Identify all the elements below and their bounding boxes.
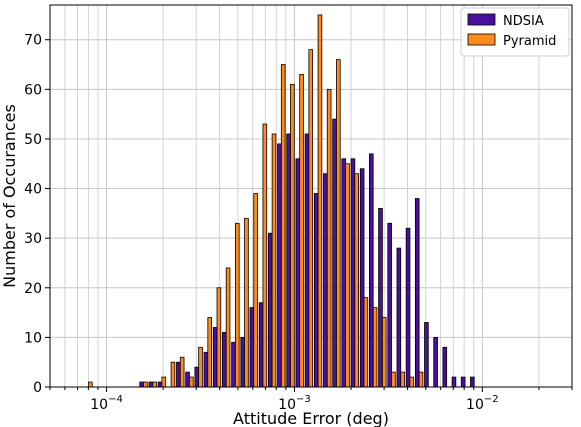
- bar-pyramid: [280, 64, 286, 388]
- bar-pyramid: [354, 173, 359, 388]
- bar-ndsia: [470, 376, 475, 388]
- bar-ndsia: [451, 376, 457, 388]
- bar-ndsia: [240, 336, 245, 388]
- bar-pyramid: [299, 74, 304, 388]
- legend-label-pyramid: Pyramid: [503, 34, 556, 49]
- legend-swatch-ndsia: [467, 13, 496, 26]
- y-tick-label: 60: [24, 82, 42, 98]
- bar-pyramid: [244, 217, 249, 388]
- bar-ndsia: [222, 332, 227, 388]
- bar-ndsia: [249, 307, 255, 388]
- bar-ndsia: [405, 227, 411, 388]
- bar-ndsia: [433, 336, 438, 388]
- bar-pyramid: [391, 371, 396, 388]
- bar-pyramid: [262, 123, 268, 388]
- bar-ndsia: [277, 143, 282, 388]
- y-axis-label: Number of Occurances: [0, 104, 19, 288]
- x-tick-label: 10−3: [278, 394, 311, 413]
- bar-ndsia: [442, 346, 448, 388]
- bar-pyramid: [161, 376, 167, 388]
- legend: NDSIA Pyramid: [460, 7, 570, 57]
- bar-ndsia: [341, 158, 347, 388]
- bar-pyramid: [317, 14, 323, 388]
- bar-pyramid: [336, 59, 341, 388]
- bar-pyramid: [418, 371, 424, 388]
- y-tick-label: 30: [24, 231, 42, 247]
- bar-pyramid: [290, 83, 295, 388]
- bar-pyramid: [409, 376, 415, 388]
- y-tick-label: 20: [24, 281, 42, 297]
- bar-ndsia: [212, 327, 218, 388]
- bar-ndsia: [231, 341, 236, 388]
- bar-pyramid: [363, 297, 369, 388]
- bar-ndsia: [258, 302, 264, 388]
- bar-ndsia: [148, 381, 154, 388]
- legend-swatch-pyramid: [467, 33, 496, 46]
- bar-ndsia: [286, 133, 291, 388]
- bar-ndsia: [396, 247, 402, 388]
- bar-pyramid: [345, 163, 350, 388]
- bar-ndsia: [350, 158, 356, 388]
- y-tick-label: 10: [24, 330, 42, 346]
- ticks: 0 10 20 30 40 50 60 70 10−4 10−3 10−2: [24, 33, 573, 413]
- bar-ndsia: [414, 198, 420, 388]
- bar-ndsia: [359, 168, 365, 388]
- bar-ndsia: [332, 118, 337, 388]
- bar-ndsia: [424, 322, 429, 388]
- bar-ndsia: [369, 153, 374, 388]
- bar-ndsia: [185, 371, 190, 388]
- bar-pyramid: [225, 267, 231, 388]
- x-axis-label: Attitude Error (deg): [233, 409, 389, 427]
- plot-frame: [49, 4, 573, 388]
- bar-ndsia: [203, 351, 209, 388]
- bar-ndsia: [304, 133, 310, 388]
- bar-pyramid: [400, 371, 405, 388]
- bar-pyramid: [143, 381, 148, 388]
- bar-ndsia: [378, 208, 383, 388]
- bar-ndsia: [139, 381, 144, 388]
- bar-pyramid: [381, 317, 387, 388]
- bar-pyramid: [372, 307, 378, 388]
- bar-pyramid: [189, 376, 194, 388]
- bar-ndsia: [176, 361, 181, 388]
- bar-ndsia: [194, 366, 200, 388]
- bar-pyramid: [152, 381, 157, 388]
- x-tick-label: 10−4: [90, 394, 123, 413]
- bars: [88, 14, 475, 388]
- bar-pyramid: [234, 222, 240, 388]
- bar-pyramid: [253, 193, 258, 388]
- y-tick-label: 50: [24, 132, 42, 148]
- bar-ndsia: [387, 222, 392, 388]
- bar-pyramid: [88, 381, 93, 388]
- x-tick-label: 10−2: [466, 394, 499, 413]
- y-tick-label: 40: [24, 182, 42, 198]
- bar-ndsia: [460, 376, 466, 388]
- bar-ndsia: [157, 381, 163, 388]
- y-tick-label: 0: [33, 380, 42, 396]
- bar-pyramid: [198, 346, 203, 388]
- bar-ndsia: [267, 232, 273, 388]
- bar-pyramid: [308, 49, 314, 388]
- bar-pyramid: [271, 133, 277, 388]
- y-tick-label: 70: [24, 33, 42, 49]
- bar-ndsia: [313, 193, 319, 388]
- legend-label-ndsia: NDSIA: [503, 14, 544, 29]
- bar-pyramid: [216, 287, 222, 388]
- bar-pyramid: [326, 88, 332, 388]
- bar-pyramid: [179, 356, 185, 388]
- bar-pyramid: [170, 361, 176, 388]
- bar-pyramid: [207, 317, 212, 388]
- bar-ndsia: [323, 173, 328, 388]
- bar-ndsia: [295, 158, 301, 388]
